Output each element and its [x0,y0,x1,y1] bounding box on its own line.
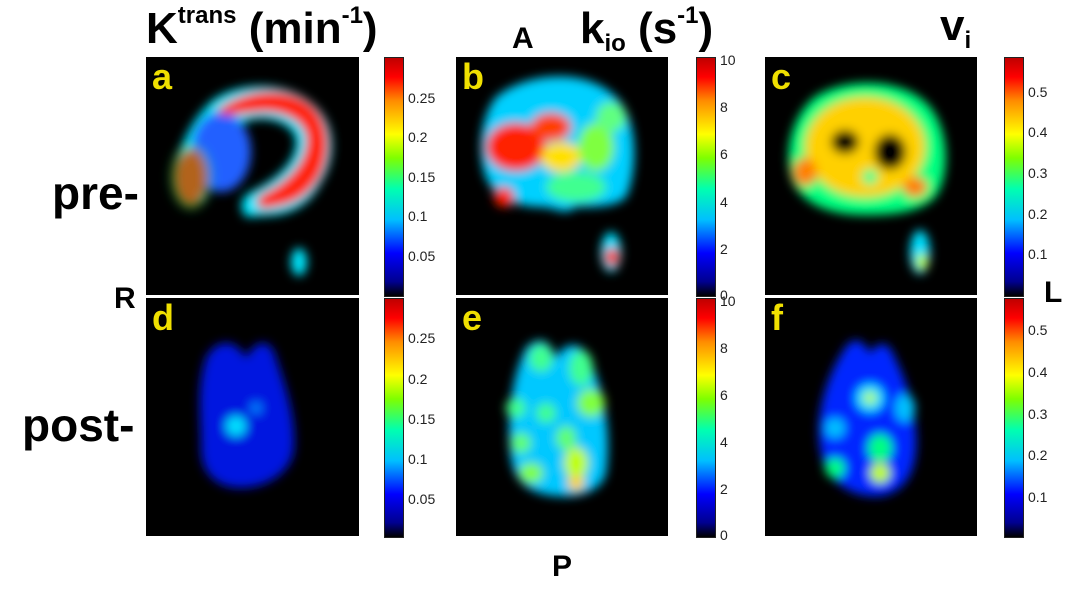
panel-e-label: e [462,298,483,338]
tick-label: 4 [720,434,728,450]
tick-label: 0.1 [1028,489,1048,505]
anterior-label: A [512,22,534,55]
panel-f-vi-post: f [765,298,977,536]
row-label-post: post- [22,399,135,451]
tick-label: 0 [720,527,728,543]
tick-label: 0.25 [408,90,436,106]
ktrans-unit-exponent: -1 [341,2,363,29]
panel-b-label: b [462,57,484,97]
tick-label: 8 [720,99,728,115]
tick-label: 10 [720,52,736,68]
ktrans-symbol: K [146,4,178,53]
tick-label: 0.05 [408,248,436,264]
tick-label: 4 [720,194,728,210]
colorbar-kio-post [696,298,716,538]
kio-subscript: io [604,30,626,57]
tick-label: 8 [720,340,728,356]
tick-label: 0.2 [1028,206,1048,222]
tick-label: 0.1 [408,208,428,224]
tick-label: 6 [720,146,728,162]
panel-b-kio-pre: b [456,57,668,295]
panel-c-vi-pre: c [765,57,977,295]
panel-a-ktrans-pre: a [146,57,359,295]
ktrans-unit-open: (min [236,4,342,53]
tick-label: 0.15 [408,169,436,185]
tick-label: 0.05 [408,491,436,507]
kio-symbol: k [580,4,605,53]
vi-subscript: i [964,27,972,54]
tick-label: 0.3 [1028,406,1048,422]
posterior-label: P [552,550,573,583]
colorbar-kio-pre [696,57,716,297]
tick-label: 0.3 [1028,165,1048,181]
tick-label: 0.2 [1028,447,1048,463]
tick-label: 2 [720,481,728,497]
tick-label: 0.4 [1028,124,1048,140]
colorbar-vi-pre [1004,57,1024,297]
tick-label: 0.4 [1028,364,1048,380]
panel-f-label: f [771,298,783,338]
right-label: R [114,282,136,315]
colorbar-ktrans-pre [384,57,404,297]
panel-d-label: d [152,298,174,338]
tick-label: 0.2 [408,371,428,387]
tick-label: 0.1 [1028,246,1048,262]
panel-e-kio-post: e [456,298,668,536]
tick-label: 0.5 [1028,84,1048,100]
kio-header: kio (s-1) [580,4,713,56]
tick-label: 0.25 [408,330,436,346]
tick-label: 0 [720,287,728,303]
left-label: L [1044,276,1063,309]
tick-label: 0.2 [408,129,428,145]
tick-label: 0.1 [408,451,428,467]
tick-label: 6 [720,387,728,403]
panel-a-label: a [152,57,173,97]
panel-d-ktrans-post: d [146,298,359,536]
ktrans-superscript: trans [177,2,237,29]
kio-unit-exponent: -1 [677,2,699,29]
panel-c-label: c [771,57,792,97]
colorbar-ktrans-post [384,298,404,538]
kio-unit-close: ) [698,4,714,53]
vi-symbol: v [940,1,965,50]
tick-label: 2 [720,241,728,257]
row-label-pre: pre- [52,167,139,219]
ktrans-unit-close: ) [362,4,378,53]
colorbar-vi-post [1004,298,1024,538]
tick-label: 0.15 [408,411,436,427]
kio-unit-open: (s [625,4,678,53]
vi-header: vi [940,4,971,53]
tick-label: 0.5 [1028,322,1048,338]
tick-label: 10 [720,293,736,309]
ktrans-header: Ktrans (min-1) [146,4,378,51]
